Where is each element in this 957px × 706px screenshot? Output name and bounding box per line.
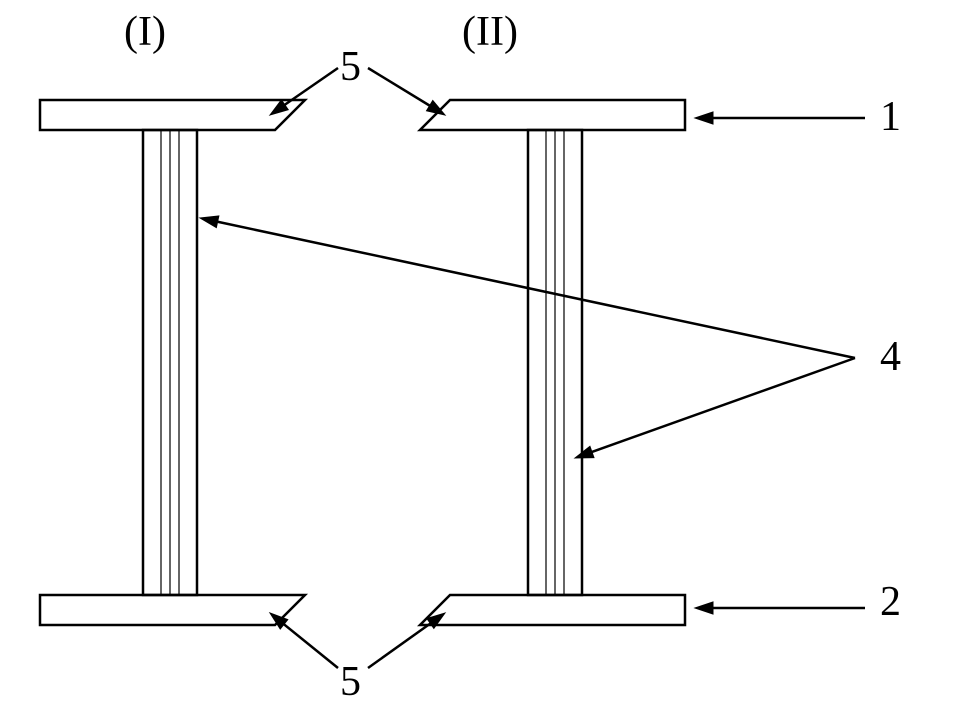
arrow-5-top-left	[270, 68, 338, 115]
label-1: 1	[880, 94, 901, 140]
label-5-top: 5	[340, 44, 361, 90]
label-5-bottom: 5	[340, 659, 361, 705]
bottom-left-flange	[40, 595, 305, 625]
label-2: 2	[880, 579, 901, 625]
arrow-4-right	[575, 358, 855, 458]
arrow-1	[695, 112, 865, 124]
bottom-right-flange	[420, 595, 685, 625]
left-web	[143, 130, 197, 595]
arrow-5-top-right	[368, 68, 445, 115]
arrow-5-bottom-left	[270, 613, 338, 668]
right-web	[528, 130, 582, 595]
top-left-flange	[40, 100, 305, 130]
label-4: 4	[880, 334, 901, 380]
arrow-2	[695, 602, 865, 614]
label-group-2: (II)	[462, 9, 518, 55]
label-group-1: (I)	[124, 9, 166, 55]
top-right-flange	[420, 100, 685, 130]
arrow-5-bottom-right	[368, 613, 445, 668]
